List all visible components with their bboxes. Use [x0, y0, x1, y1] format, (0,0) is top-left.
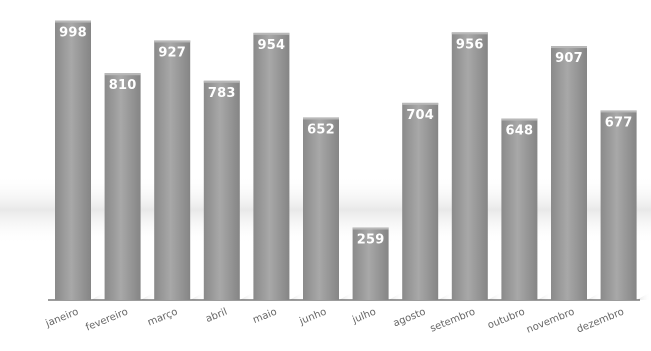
bar-top-highlight [551, 46, 587, 49]
bar-top-highlight [501, 118, 538, 121]
bar-shadow [487, 292, 502, 300]
bar-top-highlight [154, 40, 191, 43]
bar-top-highlight [55, 20, 91, 23]
x-tick-label: dezembro [575, 307, 625, 336]
bar-setembro [451, 32, 488, 300]
bar-maio [253, 32, 290, 300]
bar-top-highlight [203, 80, 240, 83]
bar-shadows [91, 292, 651, 300]
bar-top-highlight [402, 102, 439, 105]
bar-shadow [587, 292, 601, 300]
bar-fevereiro [104, 73, 141, 300]
x-tick-label: setembro [429, 307, 477, 335]
bar-value-label: 810 [109, 78, 137, 93]
x-tick-label: março [146, 307, 179, 329]
bar-value-label: 783 [208, 86, 236, 101]
bar-top-highlight [253, 32, 290, 35]
bar-shadow [91, 292, 105, 300]
bar-top-highlight [352, 227, 389, 230]
bar-value-label: 998 [59, 26, 87, 41]
bars-group [55, 20, 637, 301]
x-tick-label: julho [350, 307, 378, 327]
bar-value-label: 648 [506, 124, 534, 139]
x-tick-label: junho [297, 307, 328, 328]
bar-shadow [140, 292, 155, 300]
bar-shadow [339, 292, 353, 300]
bar-top-highlight [303, 117, 339, 120]
bar-julho [352, 227, 389, 300]
bar-shadow [438, 292, 453, 300]
bar-shadow [636, 292, 651, 300]
bar-top-highlight [600, 110, 637, 113]
bar-value-label: 259 [357, 232, 385, 247]
bar-top-highlight [104, 73, 141, 76]
bar-value-label: 677 [605, 115, 633, 130]
bar-agosto [402, 102, 439, 300]
bar-value-label: 927 [158, 45, 186, 60]
bar-janeiro [55, 20, 91, 301]
bar-value-label: 956 [456, 37, 484, 52]
bar-shadow [537, 292, 552, 300]
bar-value-label: 954 [258, 38, 286, 53]
bar-outubro [501, 118, 538, 300]
bar-novembro [551, 46, 587, 300]
bar-top-highlight [451, 32, 488, 35]
x-tick-label: janeiro [43, 307, 80, 330]
bar-março [154, 40, 191, 300]
bar-value-label: 704 [406, 108, 434, 123]
x-tick-labels-group: janeiro fevereiro março abril maio junho julho… [43, 307, 625, 336]
x-tick-label: agosto [392, 307, 428, 330]
bar-shadow [289, 292, 304, 300]
bar-shadow [190, 292, 205, 300]
bar-dezembro [600, 110, 637, 300]
x-tick-label: fevereiro [84, 307, 129, 334]
bar-shadow [388, 292, 403, 300]
bar-value-label: 652 [307, 122, 335, 137]
bar-abril [203, 80, 240, 300]
value-labels-group: 998 810 927 783 954 652 259 704 956 648 907 677 [59, 26, 632, 248]
bar-value-label: 907 [555, 51, 583, 66]
x-tick-label: outubro [486, 307, 526, 332]
bar-junho [303, 117, 339, 300]
x-tick-label: novembro [525, 307, 576, 336]
x-tick-label: abril [204, 307, 229, 325]
x-tick-label: maio [251, 307, 278, 326]
bar-shadow [239, 292, 254, 300]
